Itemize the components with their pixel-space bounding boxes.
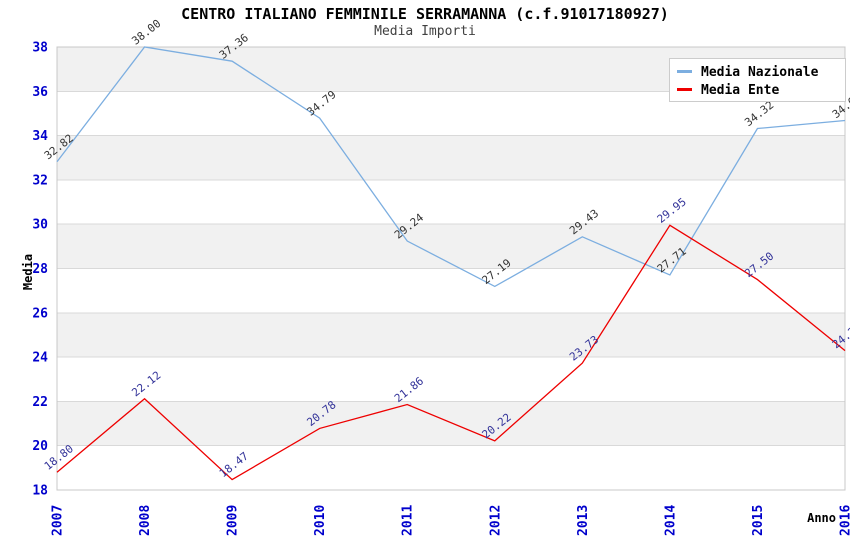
x-tick-label: 2012: [488, 505, 503, 536]
chart-title: CENTRO ITALIANO FEMMINILE SERRAMANNA (c.…: [181, 5, 669, 23]
point-label-media-ente: 22.12: [129, 369, 163, 400]
y-tick-label: 36: [32, 85, 48, 100]
point-label-media-nazionale: 34.79: [304, 88, 338, 119]
y-tick-label: 22: [32, 395, 48, 410]
y-tick-label: 28: [32, 262, 48, 277]
x-axis-title: Anno: [807, 511, 836, 525]
y-tick-label: 34: [32, 129, 48, 144]
y-tick-label: 30: [32, 218, 48, 233]
plot-border: [56, 46, 846, 491]
y-tick-label: 18: [32, 484, 48, 499]
legend-label-media-nazionale: Media Nazionale: [701, 65, 819, 80]
x-tick-label: 2010: [313, 505, 328, 536]
point-label-media-ente: 21.86: [392, 374, 426, 405]
x-tick-label: 2011: [401, 505, 416, 536]
x-tick-label: 2013: [576, 505, 591, 536]
plot-band: [57, 224, 845, 269]
series-line-media-nazionale: [56, 46, 846, 288]
x-tick-label: 2007: [51, 505, 66, 536]
plot-band: [57, 312, 845, 358]
x-tick-label: 2016: [839, 505, 850, 536]
y-tick-label: 38: [32, 41, 48, 56]
y-axis-title: Media: [21, 254, 35, 290]
x-tick-label: 2015: [751, 505, 766, 536]
y-tick-label: 20: [32, 439, 48, 454]
x-tick-label: 2008: [138, 505, 153, 536]
y-tick-label: 32: [32, 173, 48, 188]
x-tick-label: 2009: [226, 505, 241, 536]
plot-band: [57, 401, 845, 446]
series-line-media-ente: [56, 224, 846, 481]
legend-box: [669, 58, 846, 102]
plot-band: [57, 135, 845, 180]
point-label-media-ente: 29.95: [655, 195, 689, 226]
y-tick-label: 26: [32, 306, 48, 321]
point-label-media-nazionale: 38.00: [129, 17, 163, 48]
point-label-media-ente: 18.47: [217, 450, 251, 481]
x-tick-label: 2014: [663, 505, 678, 536]
y-tick-label: 24: [32, 351, 48, 366]
chart-subtitle: Media Importi: [374, 24, 476, 39]
legend-label-media-ente: Media Ente: [701, 83, 779, 98]
point-label-media-nazionale: 34.32: [742, 98, 776, 129]
